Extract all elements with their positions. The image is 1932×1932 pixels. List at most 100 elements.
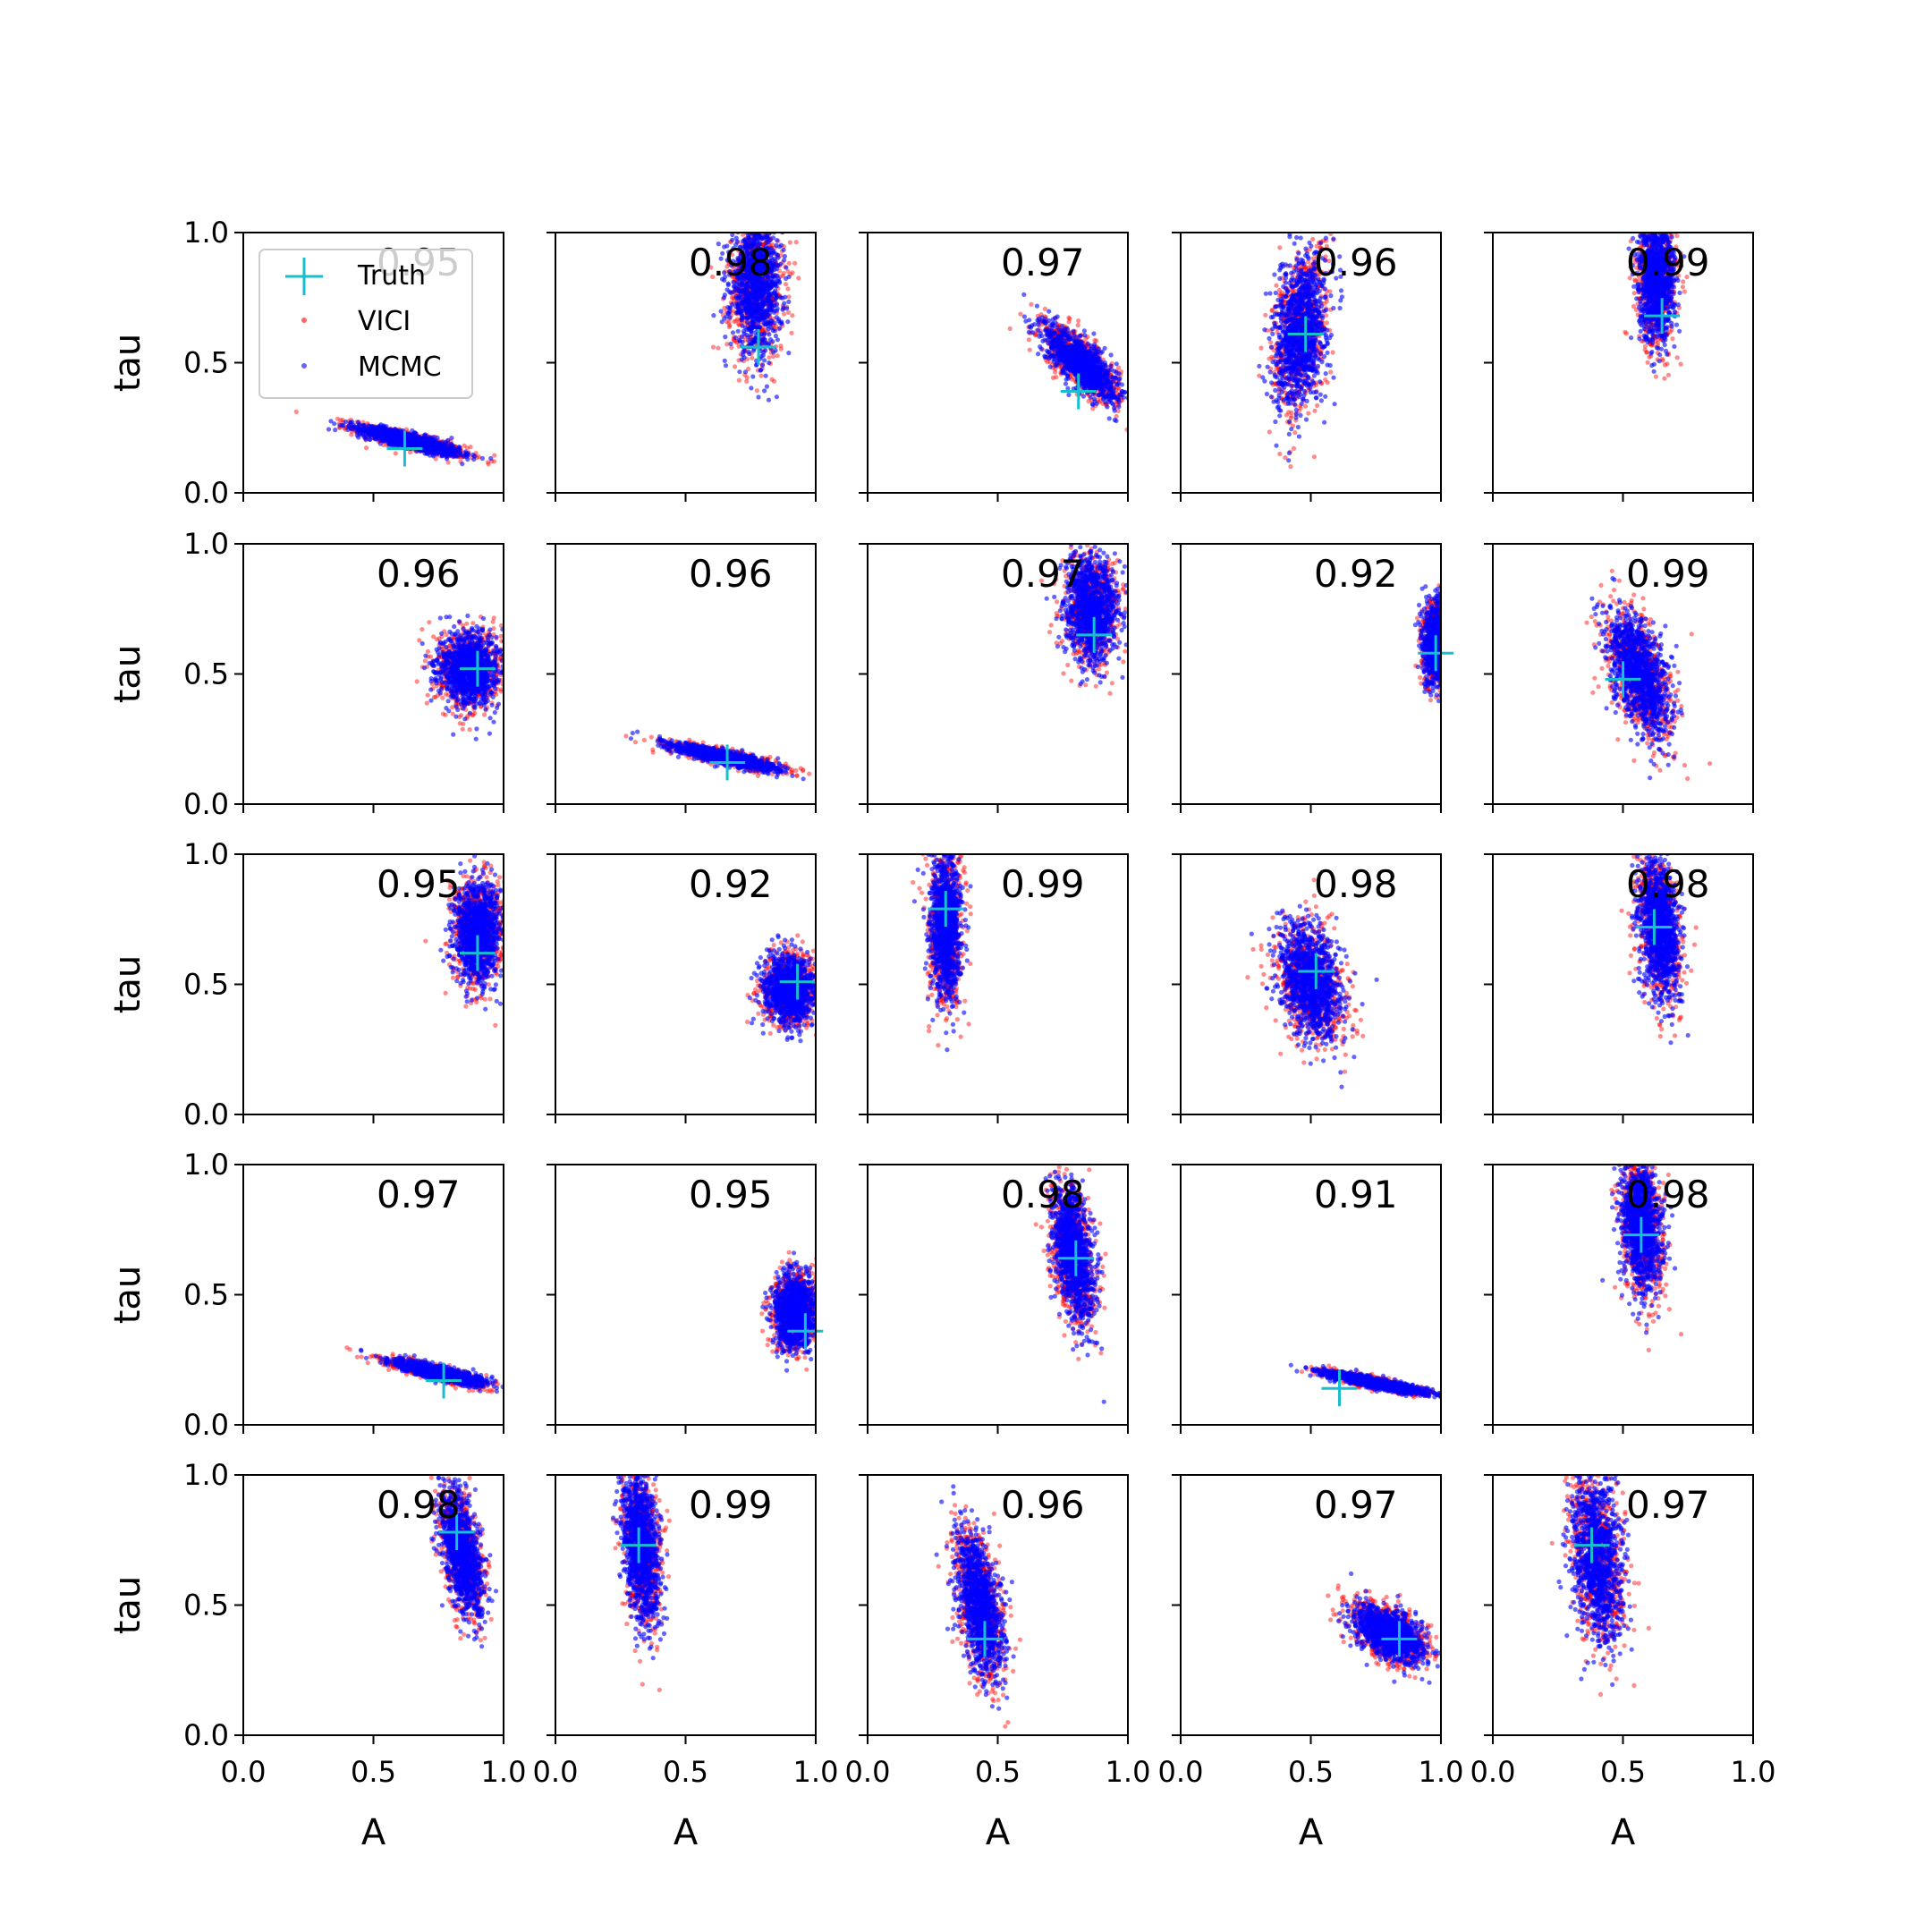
mcmc-sample bbox=[728, 305, 733, 310]
mcmc-sample bbox=[782, 258, 787, 263]
vici-sample bbox=[785, 286, 791, 292]
mcmc-sample bbox=[772, 328, 778, 334]
vici-sample bbox=[338, 418, 343, 423]
mcmc-sample bbox=[447, 446, 453, 452]
mcmc-sample bbox=[750, 195, 754, 199]
mcmc-sample bbox=[742, 287, 748, 292]
mcmc-sample bbox=[357, 432, 362, 437]
vici-sample bbox=[462, 443, 467, 448]
mcmc-sample bbox=[767, 219, 772, 224]
mcmc-sample bbox=[408, 440, 413, 446]
mcmc-sample bbox=[444, 443, 449, 448]
mcmc-sample bbox=[744, 220, 749, 225]
mcmc-sample bbox=[749, 226, 753, 231]
vici-sample bbox=[778, 346, 784, 352]
mcmc-sample bbox=[752, 212, 757, 216]
mcmc-sample bbox=[363, 434, 369, 439]
vici-sample bbox=[763, 223, 767, 227]
mcmc-sample bbox=[726, 250, 732, 255]
vici-sample bbox=[735, 216, 740, 220]
vici-sample bbox=[744, 375, 750, 380]
mcmc-sample bbox=[783, 294, 788, 300]
mcmc-sample bbox=[388, 433, 394, 439]
vici-sample bbox=[804, 203, 809, 208]
mcmc-sample bbox=[756, 236, 761, 242]
mcmc-sample bbox=[746, 261, 751, 267]
vici-sample bbox=[729, 295, 734, 301]
vici-sample bbox=[492, 453, 497, 458]
mcmc-sample bbox=[748, 342, 754, 347]
vici-sample bbox=[785, 268, 791, 274]
vici-sample bbox=[769, 377, 775, 382]
vici-sample bbox=[476, 454, 482, 460]
mcmc-sample bbox=[763, 225, 767, 230]
mcmc-sample bbox=[423, 433, 428, 438]
mcmc-sample bbox=[767, 238, 773, 243]
mcmc-sample bbox=[356, 422, 361, 428]
mcmc-sample bbox=[460, 462, 465, 467]
vici-sample bbox=[763, 181, 767, 185]
mcmc-sample bbox=[786, 274, 792, 280]
mcmc-sample bbox=[751, 324, 757, 329]
vici-sample bbox=[756, 215, 760, 219]
mcmc-sample bbox=[459, 453, 464, 458]
mcmc-sample bbox=[741, 255, 747, 260]
vici-sample bbox=[724, 342, 730, 347]
mcmc-sample bbox=[727, 315, 733, 320]
mcmc-sample bbox=[728, 225, 733, 229]
mcmc-sample bbox=[772, 256, 777, 261]
mcmc-sample bbox=[741, 274, 746, 279]
mcmc-sample bbox=[1102, 345, 1107, 351]
mcmc-sample bbox=[723, 274, 728, 279]
mcmc-sample bbox=[422, 437, 428, 443]
mcmc-sample bbox=[382, 429, 387, 435]
mcmc-sample bbox=[445, 437, 451, 444]
mcmc-sample bbox=[766, 275, 771, 280]
mcmc-sample bbox=[724, 287, 730, 292]
mcmc-sample bbox=[767, 360, 772, 366]
mcmc-sample bbox=[786, 299, 792, 304]
vici-sample bbox=[1067, 316, 1072, 322]
mcmc-sample bbox=[730, 330, 736, 335]
mcmc-sample bbox=[758, 199, 762, 203]
vici-sample bbox=[407, 450, 413, 455]
mcmc-sample bbox=[780, 307, 785, 312]
mcmc-sample bbox=[751, 216, 756, 221]
mcmc-sample bbox=[743, 306, 750, 311]
mcmc-sample bbox=[761, 320, 767, 326]
mcmc-sample bbox=[333, 428, 338, 433]
mcmc-sample bbox=[777, 326, 783, 331]
mcmc-sample bbox=[737, 216, 741, 221]
mcmc-sample bbox=[449, 436, 454, 441]
mcmc-sample bbox=[1082, 333, 1088, 338]
mcmc-sample bbox=[756, 198, 760, 202]
mcmc-sample bbox=[746, 316, 751, 321]
vici-sample bbox=[773, 202, 777, 207]
mcmc-sample bbox=[784, 265, 789, 270]
mcmc-sample bbox=[1108, 363, 1114, 369]
mcmc-sample bbox=[739, 267, 744, 273]
vici-sample bbox=[726, 320, 732, 326]
mcmc-sample bbox=[765, 208, 769, 212]
vici-sample bbox=[738, 212, 742, 216]
mcmc-sample bbox=[332, 421, 337, 427]
mcmc-sample bbox=[378, 422, 384, 428]
mcmc-sample bbox=[750, 301, 756, 307]
mcmc-sample bbox=[757, 296, 762, 302]
mcmc-sample bbox=[747, 216, 751, 221]
mcmc-sample bbox=[755, 222, 759, 226]
mcmc-sample bbox=[739, 223, 743, 227]
mcmc-sample bbox=[776, 190, 781, 194]
vici-sample bbox=[1050, 375, 1056, 380]
mcmc-sample bbox=[741, 331, 747, 336]
vici-sample bbox=[745, 202, 750, 207]
vici-sample bbox=[781, 270, 786, 276]
vici-sample bbox=[753, 221, 758, 225]
y-tick-label: 0.0 bbox=[183, 476, 229, 510]
mcmc-sample bbox=[724, 243, 730, 249]
mcmc-sample bbox=[762, 331, 767, 336]
mcmc-sample bbox=[737, 339, 743, 344]
vici-sample bbox=[733, 364, 738, 369]
mcmc-sample bbox=[766, 397, 772, 402]
mcmc-sample bbox=[750, 314, 756, 319]
